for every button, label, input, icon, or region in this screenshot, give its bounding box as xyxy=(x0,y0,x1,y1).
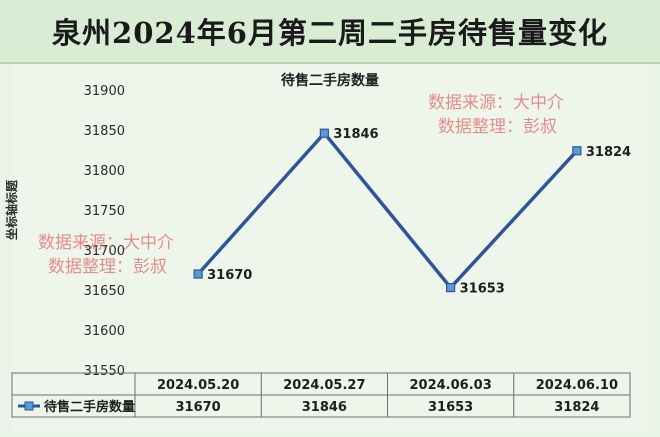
y-tick-label: 31700 xyxy=(84,244,125,259)
data-point-label: 31653 xyxy=(460,282,505,297)
data-point-label: 31670 xyxy=(207,268,252,283)
y-tick-label: 31600 xyxy=(84,324,125,339)
x-category-label: 2024.05.27 xyxy=(283,378,365,393)
y-tick-label: 31650 xyxy=(84,284,125,299)
y-tick-label: 31750 xyxy=(84,204,125,219)
y-tick-label: 31850 xyxy=(84,124,125,139)
title-banner: 泉州2024年6月第二周二手房待售量变化 xyxy=(0,0,660,64)
data-table-value: 31824 xyxy=(554,400,599,415)
data-table-value: 31670 xyxy=(176,400,221,415)
chart-title: 待售二手房数量 xyxy=(281,73,379,89)
chart-area xyxy=(12,64,648,432)
legend-marker xyxy=(24,401,34,411)
data-point-marker xyxy=(319,128,329,138)
data-table-value: 31653 xyxy=(428,400,473,415)
data-point-marker xyxy=(572,146,582,156)
series-line xyxy=(196,131,579,290)
data-point-label: 31824 xyxy=(586,145,631,160)
data-point-marker xyxy=(446,283,456,293)
y-tick-label: 31550 xyxy=(84,364,125,379)
x-category-label: 2024.06.03 xyxy=(410,378,492,393)
watermark-text: 数据整理：彭叔 xyxy=(438,117,557,137)
y-tick-label: 31900 xyxy=(84,84,125,99)
legend-series-name: 待售二手房数量 xyxy=(43,399,135,415)
banner-title: 泉州2024年6月第二周二手房待售量变化 xyxy=(52,16,608,50)
watermark-text: 数据整理：彭叔 xyxy=(48,257,167,277)
data-point-marker xyxy=(193,269,203,279)
watermark-text: 数据来源：大中介 xyxy=(38,233,174,253)
data-point-label: 31846 xyxy=(333,127,378,142)
data-table-value: 31846 xyxy=(302,400,347,415)
x-category-label: 2024.05.20 xyxy=(157,378,239,393)
x-category-label: 2024.06.10 xyxy=(536,378,618,393)
watermark-text: 数据来源：大中介 xyxy=(428,93,564,113)
y-tick-label: 31800 xyxy=(84,164,125,179)
